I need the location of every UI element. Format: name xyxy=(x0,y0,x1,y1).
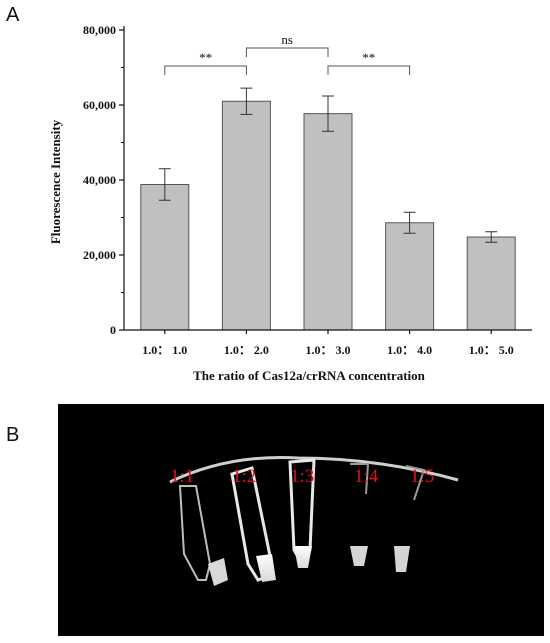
panel-b-label: B xyxy=(6,424,20,446)
x-tick-label: 1.0： 2.0 xyxy=(224,343,269,357)
tube-2 xyxy=(230,466,276,582)
x-tick-label: 1.0： 3.0 xyxy=(305,343,350,357)
tube-label-1: 1:1 xyxy=(170,466,195,487)
x-tick-label: 1.0： 1.0 xyxy=(142,343,187,357)
bar xyxy=(303,113,353,331)
tube-photo: 1:1 1:2 1:3 1:4 1:5 xyxy=(58,404,544,636)
y-tick-label: 60,000 xyxy=(83,98,116,112)
tube-label-2: 1:2 xyxy=(232,466,257,487)
tube-5 xyxy=(394,465,426,572)
tube-label-3: 1:3 xyxy=(290,466,315,487)
y-tick-label: 20,000 xyxy=(83,248,116,262)
panel-a-label: A xyxy=(6,4,20,26)
tube-illustration xyxy=(169,456,459,586)
bar xyxy=(140,184,190,331)
tube-3 xyxy=(288,458,316,568)
bar xyxy=(221,100,271,331)
x-tick-label: 1.0： 5.0 xyxy=(469,343,514,357)
tube-1 xyxy=(178,485,228,586)
tube-label-4: 1:4 xyxy=(354,466,379,487)
significance-label: ** xyxy=(362,50,375,65)
y-tick-label: 40,000 xyxy=(83,173,116,187)
x-tick-label: 1.0： 4.0 xyxy=(387,343,432,357)
tube-4 xyxy=(350,463,370,566)
tube-label-5: 1:5 xyxy=(410,466,435,487)
y-axis-title: Fluorescence Intensity xyxy=(48,119,63,244)
x-axis-title: The ratio of Cas12a/crRNA concentration xyxy=(193,368,426,383)
bar xyxy=(466,236,516,331)
significance-bracket xyxy=(164,65,247,75)
significance-bracket xyxy=(245,47,329,57)
significance-label: ns xyxy=(281,32,293,47)
significance-bracket xyxy=(327,65,411,75)
significance-label: ** xyxy=(199,50,212,65)
bar xyxy=(385,222,435,331)
bar-chart: 0 20,000 40,000 60,000 80,000 1.0： 1.0 1.0： 2.… xyxy=(48,23,532,383)
y-tick-label: 80,000 xyxy=(83,23,116,37)
y-tick-label: 0 xyxy=(110,323,116,337)
